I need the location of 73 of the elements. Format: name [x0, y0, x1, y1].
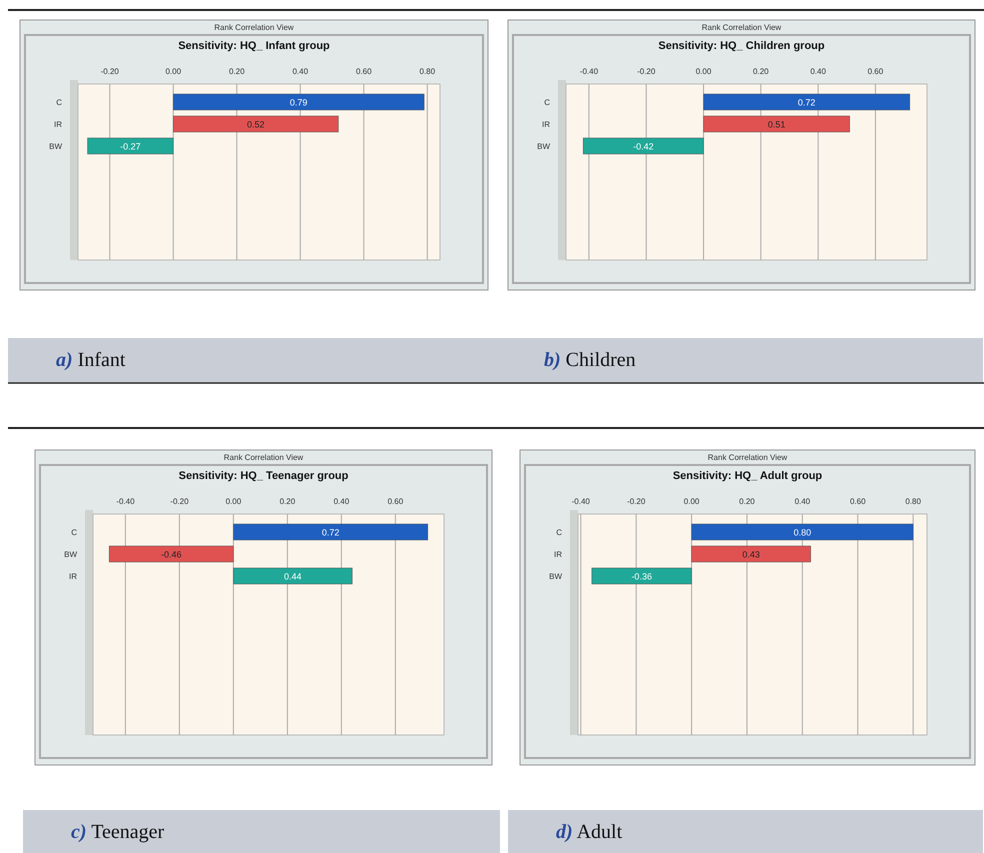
data-label: 0.72	[322, 528, 340, 538]
chart-subtitle: Rank Correlation View	[708, 453, 788, 462]
x-tick-label: 0.00	[696, 67, 712, 76]
x-tick-label: -0.20	[170, 497, 190, 506]
data-label: 0.79	[290, 98, 308, 108]
data-label: -0.36	[631, 572, 652, 582]
data-label: -0.46	[161, 550, 182, 560]
chart-subtitle: Rank Correlation View	[702, 23, 782, 32]
x-tick-label: 0.40	[794, 497, 811, 506]
x-tick-label: 0.20	[280, 497, 296, 506]
bar	[691, 546, 811, 562]
chart-subtitle: Rank Correlation View	[214, 23, 294, 32]
y-tick-label: IR	[554, 550, 562, 559]
x-tick-label: 0.40	[292, 67, 309, 76]
x-tick-label: -0.20	[627, 497, 646, 506]
bar	[233, 524, 428, 540]
x-tick-label: 0.00	[165, 67, 182, 76]
data-label: 0.44	[284, 572, 302, 582]
bar	[703, 94, 910, 110]
data-label: 0.43	[742, 550, 760, 560]
x-tick-label: 0.00	[226, 497, 242, 506]
x-tick-label: 0.60	[868, 67, 884, 76]
bar	[233, 568, 352, 584]
y-tick-label: IR	[542, 120, 550, 129]
x-tick-label: 0.20	[228, 67, 246, 76]
data-label: 0.72	[798, 98, 816, 108]
y-tick-label: BW	[549, 572, 562, 581]
x-tick-label: 0.40	[334, 497, 350, 506]
x-tick-label: -0.40	[572, 497, 590, 506]
x-tick-label: 0.00	[684, 497, 700, 506]
data-label: 0.51	[768, 120, 786, 130]
y-tick-label: C	[71, 528, 78, 537]
text: a) Infant	[56, 349, 126, 371]
x-tick-label: 0.60	[850, 497, 866, 506]
x-tick-label: 0.80	[905, 497, 922, 506]
chart-title: Sensitivity: HQ_ Adult group	[672, 470, 822, 482]
x-tick-label: 0.20	[753, 67, 770, 76]
x-tick-label: 0.40	[810, 67, 826, 76]
text: b) Children	[544, 349, 636, 371]
bar	[582, 138, 704, 154]
bar	[592, 568, 692, 584]
x-tick-label: 0.80	[420, 67, 436, 76]
data-label: -0.42	[633, 142, 654, 152]
y-tick-label: BW	[537, 142, 550, 151]
data-label: 0.80	[794, 528, 812, 538]
bar	[87, 138, 174, 154]
bar	[703, 116, 850, 132]
y-tick-label: C	[544, 98, 550, 107]
y-tick-label: C	[56, 98, 62, 107]
y-tick-label: IR	[69, 572, 78, 581]
chart-title: Sensitivity: HQ_ Children group	[658, 40, 825, 52]
x-tick-label: 0.20	[739, 497, 756, 506]
y-tick-label: BW	[49, 142, 62, 151]
chart-title: Sensitivity: HQ_ Infant group	[178, 40, 330, 52]
x-tick-label: -0.40	[580, 67, 599, 76]
bar	[173, 116, 339, 132]
data-label: 0.52	[247, 120, 265, 130]
x-tick-label: -0.20	[637, 67, 656, 76]
text: c) Teenager	[71, 821, 165, 843]
data-label: -0.27	[120, 142, 141, 152]
y-tick-label: IR	[54, 120, 62, 129]
y-tick-label: BW	[64, 550, 78, 559]
x-tick-label: 0.60	[388, 497, 404, 506]
x-tick-label: -0.40	[116, 497, 136, 506]
x-tick-label: -0.20	[100, 67, 120, 76]
text: d) Adult	[556, 821, 623, 843]
bar	[173, 94, 424, 110]
bar	[691, 524, 914, 540]
bar	[108, 546, 234, 562]
y-tick-label: C	[556, 528, 562, 537]
x-tick-label: 0.60	[356, 67, 372, 76]
chart-subtitle: Rank Correlation View	[224, 453, 304, 462]
chart-title: Sensitivity: HQ_ Teenager group	[178, 470, 349, 482]
